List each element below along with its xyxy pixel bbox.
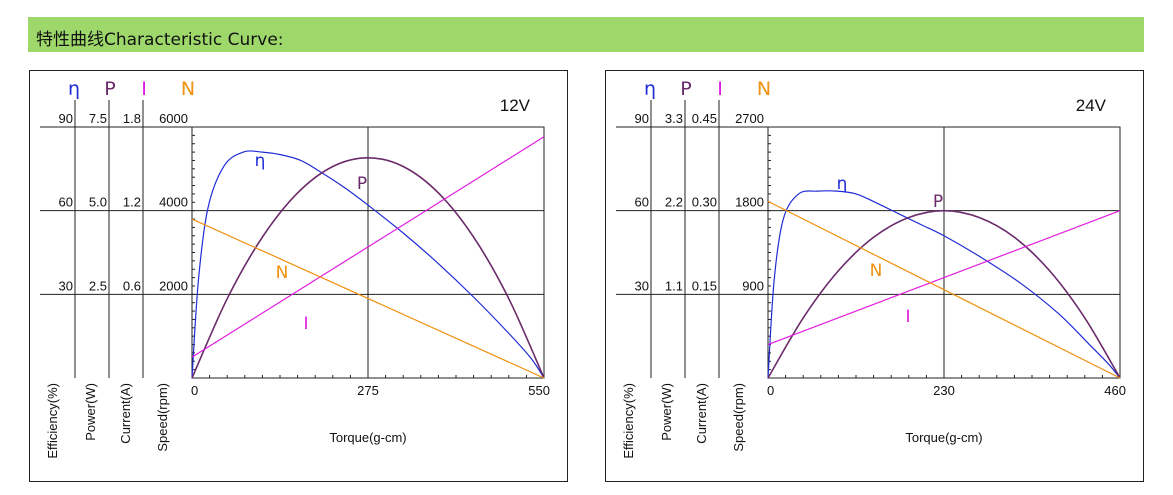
chart-12v: η P I N 90 60 30 7.5 5.0 2.5 1.8 1.2 0.6 6000 4000 2000… <box>40 78 550 459</box>
scale-tick-speed: 900 <box>742 278 764 293</box>
scale-tick-efficiency: 90 <box>59 111 73 126</box>
scale-tick-power: 2.2 <box>665 195 683 210</box>
series-label-current: I <box>303 314 308 334</box>
axis-header-efficiency: η <box>68 78 80 100</box>
series-label-power: P <box>933 192 943 212</box>
chart-title: 24V <box>1076 96 1107 115</box>
x-tick-label: 275 <box>357 383 379 398</box>
section-banner: 特性曲线Characteristic Curve: <box>28 17 1144 52</box>
series-line-current <box>767 210 1121 346</box>
scale-tick-speed: 2700 <box>735 111 764 126</box>
series-label-efficiency: η <box>837 174 848 194</box>
series-line-power <box>191 156 545 379</box>
axis-header-current: I <box>141 78 147 100</box>
series-label-speed: N <box>276 263 289 283</box>
series-label-power: P <box>357 174 367 194</box>
scale-tick-efficiency: 30 <box>635 278 649 293</box>
x-tick-label: 0 <box>191 383 198 398</box>
scale-tick-current: 0.45 <box>692 111 717 126</box>
axis-header-speed: N <box>181 78 195 100</box>
scale-tick-power: 7.5 <box>89 111 107 126</box>
x-tick-label: 550 <box>528 383 550 398</box>
scale-tick-power: 3.3 <box>665 111 683 126</box>
scale-tick-efficiency: 90 <box>635 111 649 126</box>
axis-label-efficiency: Efficiency(%) <box>621 383 636 459</box>
axis-label-current: Current(A) <box>118 383 133 444</box>
section-title: 特性曲线Characteristic Curve: <box>36 30 284 50</box>
scale-tick-current: 0.15 <box>692 278 717 293</box>
axis-header-power: P <box>680 78 691 100</box>
axis-label-current: Current(A) <box>694 383 709 444</box>
x-tick-label: 230 <box>933 383 955 398</box>
series-label-efficiency: η <box>255 151 266 171</box>
series-line-power <box>767 209 1121 379</box>
x-axis-label: Torque(g-cm) <box>329 430 406 445</box>
series-line-efficiency <box>767 190 1121 379</box>
scale-tick-power: 1.1 <box>665 278 683 293</box>
scale-tick-speed: 2000 <box>159 278 188 293</box>
scale-tick-current: 0.6 <box>123 278 141 293</box>
axis-label-efficiency: Efficiency(%) <box>45 383 60 459</box>
series-label-current: I <box>905 307 910 327</box>
series-line-current <box>191 136 545 358</box>
scale-tick-speed: 6000 <box>159 111 188 126</box>
chart-panel-12v: η P I N 90 60 30 7.5 5.0 2.5 1.8 1.2 0.6 6000 4000 2000… <box>29 70 568 482</box>
x-tick-label: 460 <box>1104 383 1126 398</box>
scale-tick-power: 2.5 <box>89 278 107 293</box>
scale-tick-efficiency: 60 <box>59 195 73 210</box>
axis-label-speed: Speed(rpm) <box>731 383 746 452</box>
scale-tick-speed: 1800 <box>735 195 764 210</box>
scale-tick-current: 1.2 <box>123 195 141 210</box>
chart-24v: η P I N 90 60 30 3.3 2.2 1.1 0.45 0.30 0.15 2700 1800 9… <box>616 78 1126 459</box>
series-label-speed: N <box>870 261 883 281</box>
scale-tick-speed: 4000 <box>159 195 188 210</box>
axis-label-power: Power(W) <box>659 383 674 441</box>
axis-header-speed: N <box>757 78 771 100</box>
series-line-efficiency <box>191 150 545 379</box>
x-tick-label: 0 <box>767 383 774 398</box>
axis-header-current: I <box>717 78 723 100</box>
axis-header-power: P <box>104 78 115 100</box>
axis-header-efficiency: η <box>644 78 656 100</box>
axis-label-speed: Speed(rpm) <box>155 383 170 452</box>
scale-tick-current: 0.30 <box>692 195 717 210</box>
axis-label-power: Power(W) <box>83 383 98 441</box>
scale-tick-power: 5.0 <box>89 195 107 210</box>
scale-tick-current: 1.8 <box>123 111 141 126</box>
series-line-speed <box>767 200 1121 379</box>
series-line-speed <box>191 218 545 379</box>
chart-title: 12V <box>500 96 531 115</box>
scale-tick-efficiency: 60 <box>635 195 649 210</box>
x-axis-label: Torque(g-cm) <box>905 430 982 445</box>
chart-panel-24v: η P I N 90 60 30 3.3 2.2 1.1 0.45 0.30 0.15 2700 1800 9… <box>605 70 1144 482</box>
scale-tick-efficiency: 30 <box>59 278 73 293</box>
